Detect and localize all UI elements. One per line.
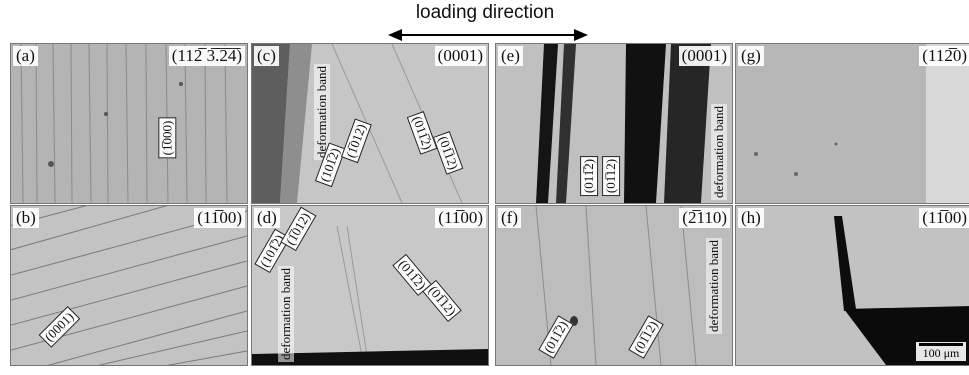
panel-e-letter: (e) — [498, 46, 523, 66]
panel-g: (g) (112̅0) — [735, 43, 969, 204]
plane-label: (011̅2) — [580, 155, 599, 197]
deformation-band-label: deformation band — [706, 237, 723, 335]
plane-label: (1̅000) — [158, 117, 177, 159]
scale-bar: 100 μm — [916, 342, 966, 361]
loading-direction-label: loading direction — [415, 2, 555, 23]
panel-h-letter: (h) — [738, 208, 764, 228]
panel-b: (b) (11̅00) (0001) — [10, 205, 248, 366]
panel-f: (f) (2̅110) deformation band (011̅2) (01… — [495, 205, 733, 366]
deformation-band-label: deformation band — [278, 265, 295, 363]
scale-bar-line — [919, 343, 963, 346]
panel-g-orientation: (112̅0) — [919, 46, 969, 66]
panel-h-orientation: (11̅00) — [919, 208, 969, 228]
panel-e-orientation: (0001) — [678, 46, 730, 66]
panel-a-letter: (a) — [13, 46, 38, 66]
panel-a: (a) (112̅ 3̅.̅2̅4̅) (1̅000) — [10, 43, 248, 204]
micrograph-f — [496, 206, 732, 365]
panel-g-letter: (g) — [738, 46, 764, 66]
panel-e: (e) (0001) deformation band (011̅2) (01̅… — [495, 43, 733, 204]
micrograph-g — [736, 44, 969, 203]
panel-b-letter: (b) — [13, 208, 39, 228]
panel-h: (h) (11̅00) 100 μm — [735, 205, 969, 366]
panel-b-orientation: (11̅00) — [194, 208, 245, 228]
panel-c-letter: (c) — [254, 46, 279, 66]
panel-d-orientation: (11̅00) — [435, 208, 486, 228]
plane-label: (01̅12) — [602, 155, 621, 197]
panel-c-orientation: (0001) — [434, 46, 486, 66]
double-arrow-icon — [388, 29, 588, 41]
panel-a-orientation: (112̅ 3̅.̅2̅4̅) — [168, 46, 245, 66]
panel-d: (d) (11̅00) deformation band (101̅2) (1̅… — [251, 205, 489, 366]
panel-f-orientation: (2̅110) — [679, 208, 730, 228]
panel-c: (c) (0001) deformation band (101̅2) (1̅0… — [251, 43, 489, 204]
micrograph-a — [11, 44, 247, 203]
scale-bar-label: 100 μm — [922, 346, 960, 360]
deformation-band-label: deformation band — [711, 103, 728, 201]
panel-f-letter: (f) — [498, 208, 521, 228]
panel-d-letter: (d) — [254, 208, 280, 228]
